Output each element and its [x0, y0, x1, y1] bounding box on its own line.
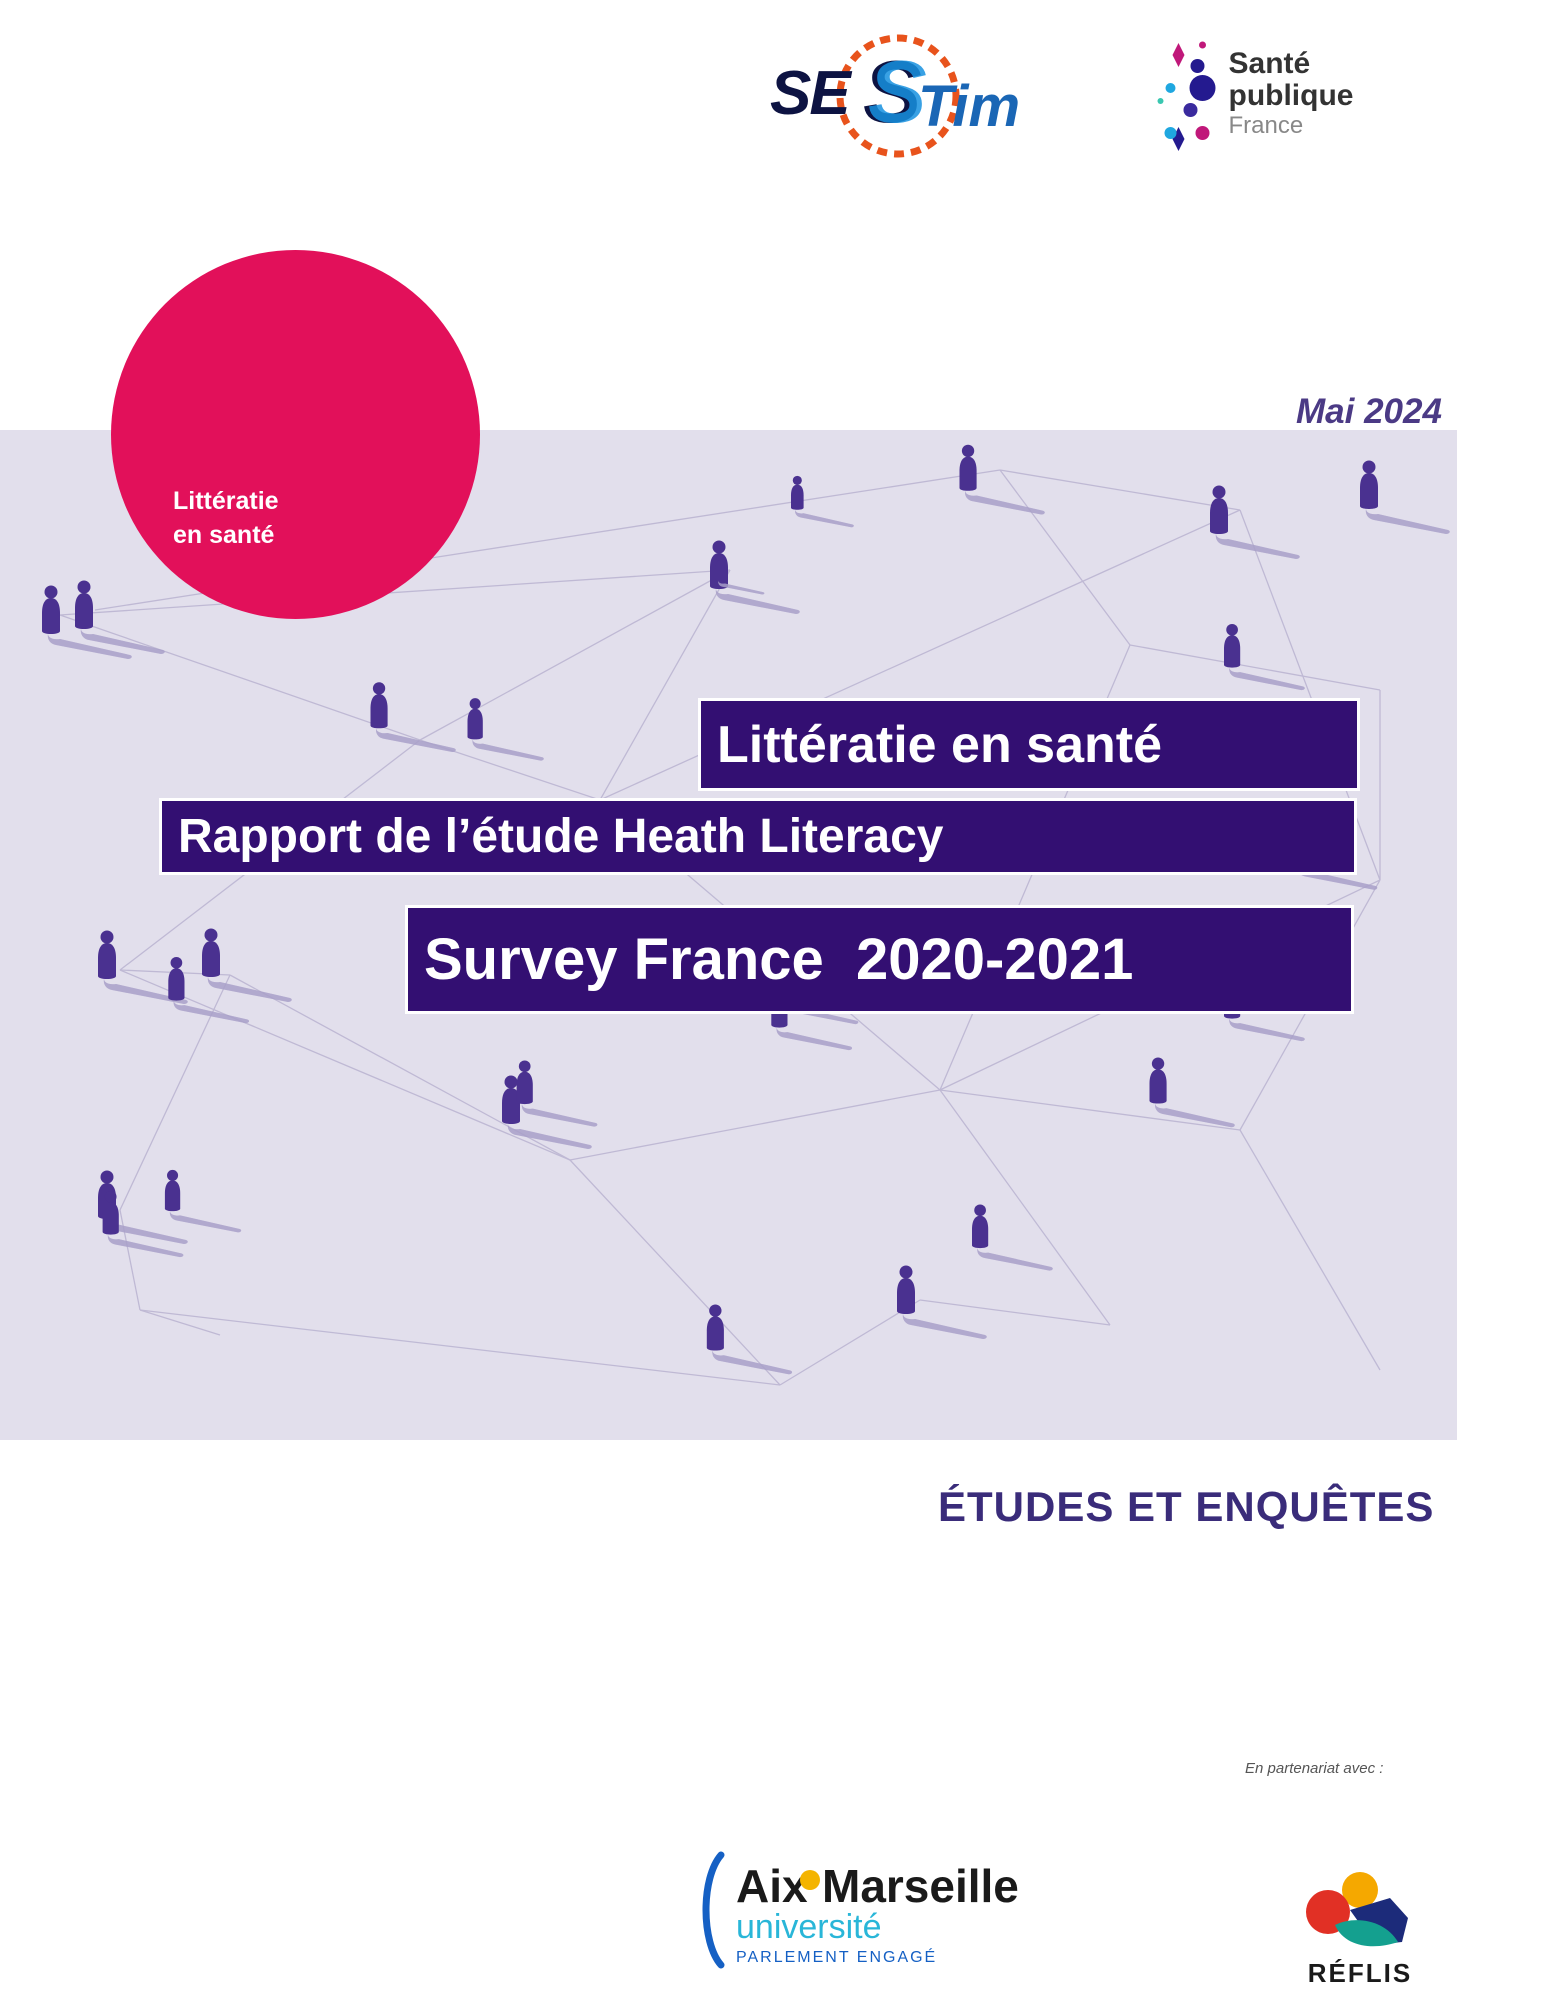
svg-text:publique: publique	[1229, 79, 1354, 112]
svg-text:PARLEMENT ENGAGÉ: PARLEMENT ENGAGÉ	[736, 1947, 937, 1966]
svg-text:Marseille: Marseille	[822, 1860, 1019, 1912]
svg-text:université: université	[736, 1908, 882, 1946]
svg-text:SE: SE	[770, 59, 852, 128]
svg-text:RÉFLIS: RÉFLIS	[1308, 1958, 1412, 1988]
svg-text:France: France	[1229, 112, 1304, 139]
svg-text:Santé: Santé	[1229, 47, 1311, 80]
svg-text:Tim: Tim	[918, 74, 1020, 139]
svg-text:Aix: Aix	[736, 1860, 808, 1912]
